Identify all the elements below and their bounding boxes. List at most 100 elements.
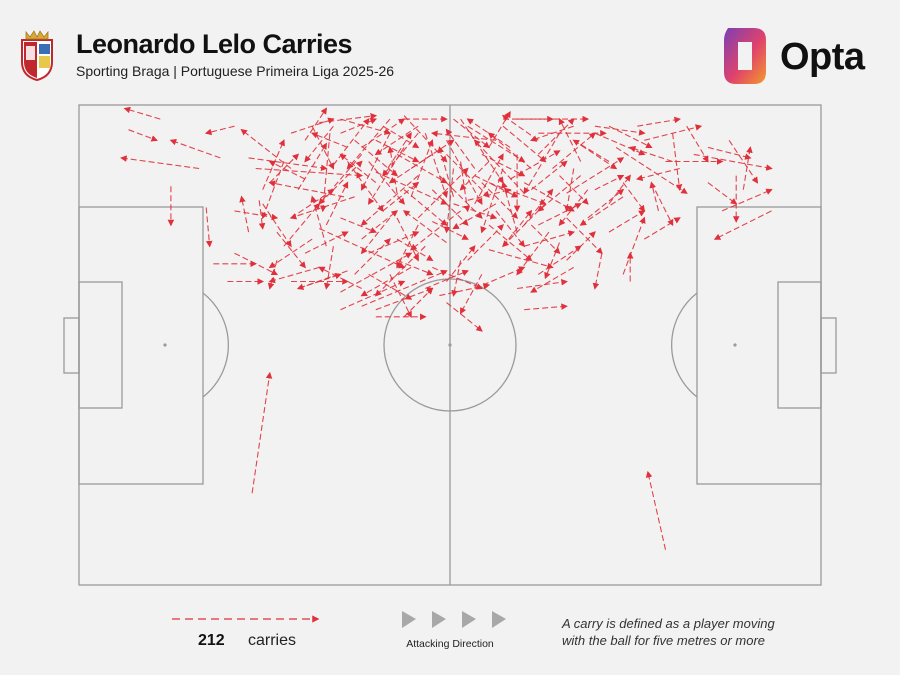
club-crest-icon: [21, 30, 53, 82]
carry-arrow: [594, 132, 646, 156]
carry-arrow: [460, 118, 504, 184]
carry-arrow: [517, 278, 568, 290]
carry-arrow: [488, 110, 511, 148]
carry-arrow: [403, 210, 447, 244]
carry-arrow: [310, 132, 348, 148]
carry-arrow: [572, 139, 610, 162]
carry-arrow: [289, 196, 355, 220]
carry-arrow: [396, 217, 419, 262]
carry-arrow: [340, 117, 378, 134]
carry-arrow: [360, 175, 419, 226]
carry-arrow: [530, 224, 561, 255]
carry-arrow: [481, 182, 519, 219]
right-penalty-area: [696, 206, 822, 485]
carry-arrow: [637, 116, 682, 127]
carry-arrow: [382, 181, 420, 212]
carry-arrow: [451, 260, 462, 297]
carry-arrow: [251, 371, 273, 494]
carry-arrow: [340, 118, 392, 135]
carry-arrow: [615, 146, 688, 194]
carry-arrow: [403, 287, 434, 318]
carry-arrow: [339, 153, 377, 184]
triangle-right-icon: [432, 611, 446, 628]
chart-subtitle: Sporting Braga | Portuguese Primeira Lig…: [76, 63, 395, 79]
right-goal: [820, 317, 837, 374]
carry-arrow: [552, 132, 596, 169]
carry-arrow: [361, 210, 399, 240]
right-penalty-spot: [733, 343, 737, 347]
centre-circle: [383, 278, 517, 412]
carry-arrow: [120, 155, 200, 170]
carry-arrow: [523, 132, 560, 195]
carry-arrow: [368, 273, 413, 300]
carry-arrow: [566, 217, 603, 255]
carry-arrow: [304, 125, 334, 163]
carry-arrow: [325, 181, 349, 226]
carry-arrow: [290, 117, 335, 134]
carry-arrow: [523, 188, 554, 226]
carry-arrow: [445, 128, 476, 169]
carry-arrow: [360, 266, 412, 297]
left-penalty-arc: [202, 292, 230, 398]
carry-arrow: [396, 259, 434, 276]
carry-arrow: [467, 187, 512, 201]
note-line-1: A carry is defined as a player moving: [562, 616, 775, 631]
carry-arrow: [340, 280, 406, 311]
carry-arrow: [644, 217, 681, 240]
carry-arrow: [323, 246, 334, 290]
carry-arrow: [234, 252, 279, 275]
carry-arrow: [389, 274, 412, 318]
carry-arrow: [239, 195, 250, 233]
carry-arrow: [410, 210, 461, 251]
carry-arrow: [608, 174, 631, 205]
carry-definition-note: A carry is defined as a player moving wi…: [562, 615, 842, 649]
carry-arrow: [495, 210, 526, 248]
carry-arrow: [425, 269, 469, 290]
carry-arrow: [501, 114, 539, 141]
carry-arrow: [608, 125, 653, 148]
carry-arrow: [487, 132, 532, 169]
carry-arrow: [262, 203, 292, 248]
carry-arrow: [403, 189, 448, 226]
legend-carry-label: carries: [248, 632, 297, 649]
carry-arrow: [538, 203, 582, 226]
carry-arrow: [204, 125, 235, 136]
carry-arrow: [417, 167, 469, 219]
carry-arrow: [742, 146, 753, 190]
carry-arrow: [403, 115, 448, 163]
carry-arrow: [319, 228, 406, 269]
carry-arrow: [318, 154, 363, 205]
carry-arrow: [628, 145, 673, 163]
carry-arrow: [346, 118, 391, 170]
carry-arrow: [234, 210, 279, 221]
carry-arrow: [446, 302, 483, 332]
carry-arrow: [354, 238, 391, 275]
carry-arrow: [672, 133, 683, 192]
carry-arrow: [488, 249, 554, 270]
carry-arrow: [579, 196, 624, 226]
left-penalty-spot: [163, 343, 167, 347]
attacking-direction-icons: [402, 611, 506, 628]
carry-arrow: [713, 210, 772, 240]
carry-arrow: [523, 182, 575, 212]
carry-arrow: [446, 245, 476, 282]
carry-arrow: [467, 125, 526, 163]
carry-arrow: [361, 269, 448, 307]
carry-arrow: [432, 221, 469, 240]
carry-arrow: [481, 153, 526, 177]
carry-arrow: [340, 217, 378, 234]
carry-arrow: [304, 231, 349, 254]
right-penalty-arc: [670, 292, 698, 398]
carry-arrow: [304, 107, 328, 141]
carry-arrow: [283, 202, 321, 247]
attacking-direction-label: Attacking Direction: [406, 638, 494, 650]
carry-arrow: [564, 168, 575, 213]
carry-arrow: [258, 200, 266, 230]
carry-arrow: [459, 274, 483, 315]
carry-arrow: [524, 230, 575, 247]
carry-arrow: [473, 139, 525, 194]
carry-arrow: [467, 224, 504, 261]
right-six-yard-box: [777, 281, 822, 409]
carry-arrow: [340, 252, 413, 293]
carry-arrow: [268, 266, 320, 284]
